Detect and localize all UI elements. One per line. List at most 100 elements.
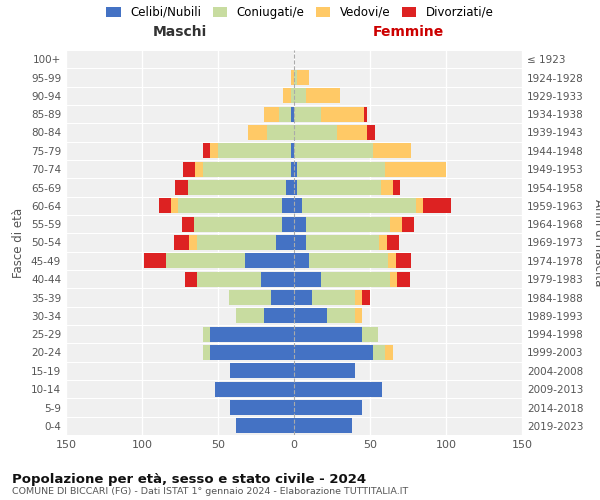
Bar — [215, 382, 294, 396]
Bar — [294, 254, 309, 268]
Bar — [396, 254, 411, 268]
Y-axis label: Anni di nascita: Anni di nascita — [592, 199, 600, 286]
Bar — [367, 125, 374, 140]
Bar — [294, 162, 297, 176]
Bar — [385, 345, 393, 360]
Bar — [183, 162, 195, 176]
Bar — [286, 180, 294, 195]
Bar — [230, 364, 294, 378]
Bar — [291, 144, 294, 158]
Bar — [266, 125, 294, 140]
Bar — [291, 162, 294, 176]
Y-axis label: Fasce di età: Fasce di età — [13, 208, 25, 278]
Bar — [211, 326, 294, 342]
Bar — [230, 400, 294, 415]
Bar — [279, 106, 291, 122]
Bar — [294, 290, 312, 305]
Bar — [390, 216, 402, 232]
Bar — [355, 308, 362, 324]
Bar — [245, 254, 294, 268]
Bar — [263, 106, 279, 122]
Bar — [189, 235, 197, 250]
Bar — [337, 125, 367, 140]
Bar — [294, 345, 373, 360]
Bar — [294, 364, 355, 378]
Bar — [291, 70, 294, 85]
Bar — [297, 180, 380, 195]
Bar — [283, 88, 291, 104]
Bar — [197, 272, 260, 286]
Legend: Celibi/Nubili, Coniugati/e, Vedovi/e, Divorziati/e: Celibi/Nubili, Coniugati/e, Vedovi/e, Di… — [106, 6, 494, 19]
Bar — [195, 162, 203, 176]
Text: Popolazione per età, sesso e stato civile - 2024: Popolazione per età, sesso e stato civil… — [12, 472, 366, 486]
Bar — [387, 235, 399, 250]
Bar — [143, 254, 166, 268]
Bar — [294, 106, 322, 122]
Bar — [197, 235, 276, 250]
Bar — [271, 290, 294, 305]
Bar — [306, 88, 340, 104]
Bar — [185, 272, 197, 286]
Bar — [312, 290, 355, 305]
Bar — [397, 272, 410, 286]
Bar — [416, 198, 423, 214]
Bar — [302, 198, 416, 214]
Bar — [306, 216, 390, 232]
Bar — [390, 272, 397, 286]
Bar — [294, 400, 362, 415]
Bar — [203, 326, 211, 342]
Bar — [294, 198, 302, 214]
Bar — [402, 216, 414, 232]
Bar — [294, 144, 373, 158]
Bar — [373, 144, 411, 158]
Bar — [236, 418, 294, 434]
Bar — [294, 125, 337, 140]
Bar — [218, 144, 291, 158]
Bar — [174, 235, 189, 250]
Bar — [294, 326, 362, 342]
Bar — [380, 180, 393, 195]
Bar — [379, 235, 387, 250]
Bar — [306, 235, 379, 250]
Bar — [294, 382, 382, 396]
Bar — [393, 180, 400, 195]
Bar — [294, 180, 297, 195]
Text: Maschi: Maschi — [153, 25, 207, 39]
Bar — [175, 180, 188, 195]
Bar — [297, 162, 385, 176]
Bar — [276, 235, 294, 250]
Bar — [328, 308, 355, 324]
Bar — [282, 198, 294, 214]
Bar — [229, 290, 271, 305]
Bar — [294, 88, 306, 104]
Bar — [294, 70, 297, 85]
Bar — [194, 216, 282, 232]
Bar — [362, 326, 377, 342]
Bar — [178, 198, 282, 214]
Bar — [322, 272, 390, 286]
Bar — [159, 198, 171, 214]
Bar — [211, 345, 294, 360]
Bar — [248, 125, 266, 140]
Bar — [385, 162, 446, 176]
Bar — [322, 106, 364, 122]
Bar — [166, 254, 245, 268]
Bar — [291, 88, 294, 104]
Bar — [182, 216, 194, 232]
Bar — [423, 198, 451, 214]
Bar — [203, 162, 291, 176]
Bar — [263, 308, 294, 324]
Bar — [188, 180, 286, 195]
Bar — [171, 198, 178, 214]
Bar — [373, 345, 385, 360]
Bar — [282, 216, 294, 232]
Bar — [294, 272, 322, 286]
Text: COMUNE DI BICCARI (FG) - Dati ISTAT 1° gennaio 2024 - Elaborazione TUTTITALIA.IT: COMUNE DI BICCARI (FG) - Dati ISTAT 1° g… — [12, 488, 408, 496]
Bar — [364, 106, 367, 122]
Bar — [236, 308, 263, 324]
Bar — [297, 70, 309, 85]
Bar — [362, 290, 370, 305]
Bar — [260, 272, 294, 286]
Bar — [294, 216, 306, 232]
Bar — [291, 106, 294, 122]
